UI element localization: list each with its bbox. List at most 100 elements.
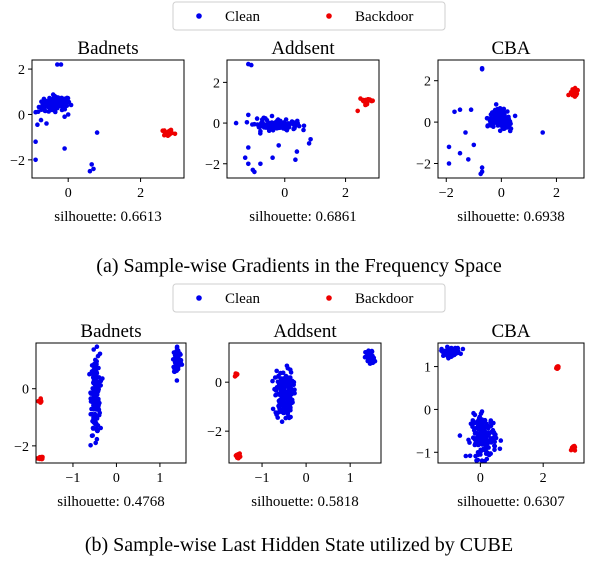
point-clean bbox=[479, 67, 485, 72]
axes-frame bbox=[228, 342, 382, 464]
point-clean bbox=[452, 109, 457, 115]
point-clean bbox=[270, 155, 275, 160]
point-clean bbox=[175, 358, 181, 364]
point-clean bbox=[48, 103, 54, 108]
legend-marker-backdoor bbox=[326, 295, 332, 301]
legend[interactable]: Clean Backdoor bbox=[172, 283, 446, 313]
point-clean bbox=[39, 107, 44, 112]
caption-a: (a) Sample-wise Gradients in the Frequen… bbox=[96, 255, 502, 277]
point-clean bbox=[474, 458, 479, 463]
data-points bbox=[33, 62, 178, 174]
silhouette-label: silhouette: 0.5818 bbox=[251, 494, 359, 510]
point-clean bbox=[482, 425, 488, 431]
point-clean bbox=[64, 97, 70, 103]
point-clean bbox=[478, 171, 484, 177]
point-clean bbox=[481, 435, 487, 441]
panel-title: CBA bbox=[491, 38, 530, 59]
legend-frame bbox=[172, 283, 446, 313]
point-clean bbox=[446, 356, 451, 361]
point-clean bbox=[62, 114, 67, 119]
point-clean bbox=[88, 443, 93, 448]
point-clean bbox=[89, 406, 94, 412]
scatter-panel-4: Badnets −1 0 1 −2 0 silhouette: 0.4768 bbox=[14, 321, 187, 510]
point-clean bbox=[254, 116, 260, 121]
point-clean bbox=[488, 419, 494, 425]
point-clean bbox=[92, 361, 97, 367]
x-tick-label: −1 bbox=[255, 471, 270, 486]
point-clean bbox=[33, 157, 38, 163]
point-clean bbox=[173, 352, 178, 358]
point-clean bbox=[491, 115, 497, 121]
y-tick-label: 0 bbox=[424, 403, 431, 418]
point-clean bbox=[272, 386, 277, 392]
legend-marker-backdoor bbox=[326, 13, 332, 19]
y-tick-label: −2 bbox=[416, 158, 431, 173]
point-backdoor bbox=[363, 102, 368, 108]
point-clean bbox=[491, 437, 496, 443]
y-tick-label: 2 bbox=[213, 76, 220, 91]
point-clean bbox=[460, 346, 466, 352]
point-clean bbox=[175, 366, 181, 372]
point-clean bbox=[497, 446, 503, 452]
point-clean bbox=[466, 437, 471, 443]
point-backdoor bbox=[172, 131, 178, 137]
point-clean bbox=[246, 161, 251, 167]
point-clean bbox=[65, 112, 71, 117]
point-clean bbox=[87, 168, 93, 174]
point-clean bbox=[93, 440, 98, 446]
point-clean bbox=[92, 365, 97, 370]
point-clean bbox=[54, 95, 60, 100]
y-tick-label: 0 bbox=[213, 117, 220, 132]
point-clean bbox=[44, 121, 49, 126]
point-clean bbox=[507, 128, 513, 134]
point-clean bbox=[94, 130, 100, 135]
x-tick-label: −2 bbox=[439, 186, 454, 201]
silhouette-label: silhouette: 0.6613 bbox=[54, 209, 162, 225]
point-clean bbox=[492, 443, 497, 449]
point-clean bbox=[91, 419, 97, 425]
point-clean bbox=[512, 113, 518, 119]
point-clean bbox=[93, 381, 98, 386]
y-tick-label: 0 bbox=[18, 108, 25, 123]
point-clean bbox=[60, 96, 66, 102]
y-tick-label: 2 bbox=[18, 63, 25, 78]
point-clean bbox=[301, 123, 307, 129]
point-clean bbox=[286, 405, 292, 411]
legend-marker-clean bbox=[196, 13, 202, 19]
point-clean bbox=[485, 450, 490, 456]
data-points bbox=[233, 61, 376, 175]
point-clean bbox=[46, 109, 51, 114]
point-clean bbox=[306, 141, 312, 146]
point-clean bbox=[270, 128, 276, 133]
y-tick-label: 0 bbox=[215, 376, 222, 391]
legend-label-clean: Clean bbox=[225, 291, 260, 307]
point-clean bbox=[477, 420, 483, 425]
point-clean bbox=[56, 98, 62, 103]
point-clean bbox=[473, 426, 479, 431]
silhouette-label: silhouette: 0.6861 bbox=[249, 209, 357, 225]
point-clean bbox=[308, 137, 313, 142]
point-clean bbox=[285, 365, 291, 371]
point-clean bbox=[279, 419, 285, 425]
point-clean bbox=[283, 117, 289, 122]
point-clean bbox=[94, 388, 99, 394]
point-clean bbox=[44, 101, 50, 107]
panel-title: CBA bbox=[491, 321, 530, 342]
point-clean bbox=[252, 121, 257, 127]
x-tick-label: 1 bbox=[156, 471, 163, 486]
point-clean bbox=[500, 117, 505, 122]
point-clean bbox=[35, 122, 40, 127]
point-clean bbox=[470, 435, 476, 441]
point-clean bbox=[233, 120, 239, 126]
point-clean bbox=[272, 375, 278, 380]
point-clean bbox=[39, 99, 44, 104]
point-backdoor bbox=[167, 132, 172, 137]
data-points bbox=[232, 348, 378, 461]
legend[interactable]: Clean Backdoor bbox=[172, 1, 446, 31]
point-clean bbox=[98, 383, 103, 388]
x-tick-label: 0 bbox=[113, 471, 120, 486]
point-clean bbox=[242, 155, 248, 160]
point-clean bbox=[275, 118, 280, 123]
point-clean bbox=[295, 118, 300, 124]
